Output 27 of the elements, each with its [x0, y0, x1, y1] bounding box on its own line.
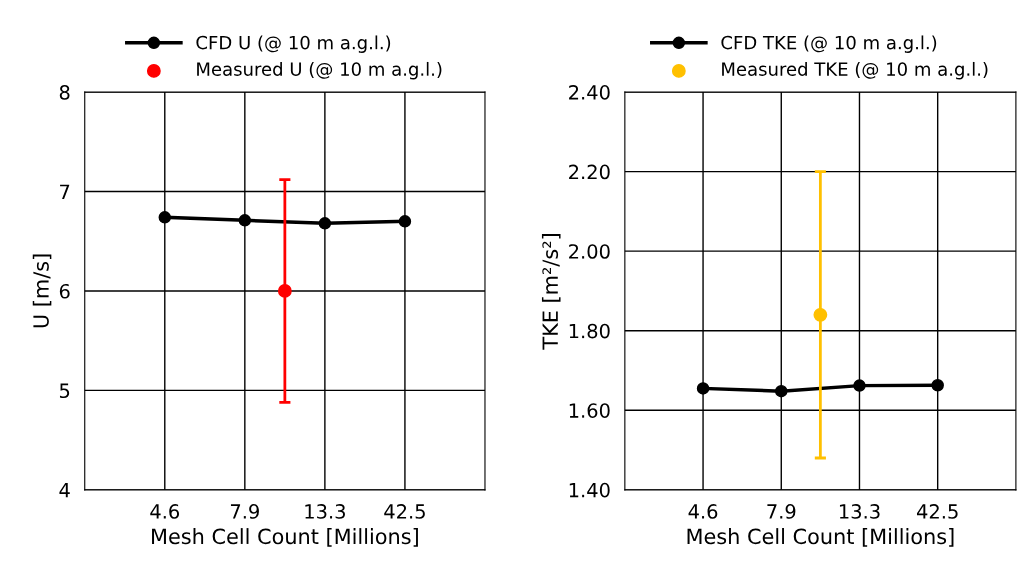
y-axis-title: TKE [m²/s²]	[541, 234, 561, 350]
y-tick-label: 4	[59, 483, 70, 498]
x-axis-title: Mesh Cell Count [Millions]	[152, 528, 418, 547]
legend-label: Measured U (@ 10 m a.g.l.)	[197, 61, 442, 80]
y-tick-label: 1.40	[569, 482, 610, 498]
y-tick-label: 2.20	[569, 164, 610, 180]
y-tick-label: 2.40	[569, 85, 610, 100]
x-tick-label: 13.3	[305, 504, 345, 519]
legend-label: CFD U (@ 10 m a.g.l.)	[196, 35, 391, 53]
x-tick-label: 42.5	[916, 504, 958, 519]
y-tick-label: 1.80	[569, 323, 610, 339]
x-axis-title: Mesh Cell Count [Millions]	[687, 528, 954, 547]
y-tick-label: 2.00	[569, 244, 610, 259]
y-axis-title: U [m/s]	[32, 254, 52, 328]
x-tick-label: 7.9	[230, 504, 259, 519]
x-tick-label: 7.9	[767, 504, 796, 519]
y-tick-label: 8	[59, 85, 70, 100]
x-tick-label: 4.6	[688, 504, 718, 519]
y-tick-label: 5	[59, 383, 70, 399]
y-tick-label: 6	[59, 283, 70, 299]
x-tick-label: 13.3	[839, 504, 880, 519]
legend-label: CFD TKE (@ 10 m a.g.l.)	[721, 35, 937, 53]
x-tick-label: 4.6	[150, 504, 180, 519]
legend-label: Measured TKE (@ 10 m a.g.l.)	[722, 61, 988, 80]
y-tick-label: 7	[60, 184, 70, 199]
x-tick-label: 42.5	[384, 504, 425, 519]
y-tick-label: 1.60	[569, 403, 610, 418]
